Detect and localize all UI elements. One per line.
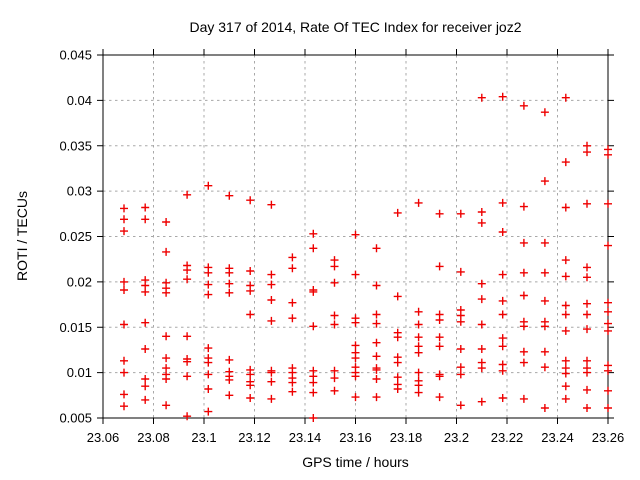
x-tick-label: 23.14 [289, 430, 322, 445]
y-tick-label: 0.025 [59, 229, 92, 244]
x-tick-label: 23.24 [541, 430, 574, 445]
x-tick-label: 23.06 [87, 430, 120, 445]
chart-title: Day 317 of 2014, Rate Of TEC Index for r… [189, 19, 522, 35]
x-axis-label: GPS time / hours [302, 454, 409, 470]
x-tick-label: 23.26 [592, 430, 625, 445]
y-tick-label: 0.01 [67, 365, 92, 380]
x-tick-label: 23.1 [191, 430, 216, 445]
x-tick-label: 23.2 [444, 430, 469, 445]
x-tick-label: 23.12 [238, 430, 271, 445]
y-tick-label: 0.03 [67, 184, 92, 199]
y-tick-label: 0.015 [59, 320, 92, 335]
x-tick-label: 23.08 [137, 430, 170, 445]
y-tick-label: 0.04 [67, 93, 92, 108]
plot-border [102, 54, 609, 419]
y-tick-label: 0.035 [59, 138, 92, 153]
x-tick-label: 23.22 [491, 430, 524, 445]
x-tick-label: 23.16 [339, 430, 372, 445]
y-tick-label: 0.02 [67, 274, 92, 289]
x-tick-label: 23.18 [390, 430, 423, 445]
scatter-points [120, 92, 612, 422]
y-tick-label: 0.045 [59, 48, 92, 63]
y-tick-label: 0.005 [59, 411, 92, 426]
